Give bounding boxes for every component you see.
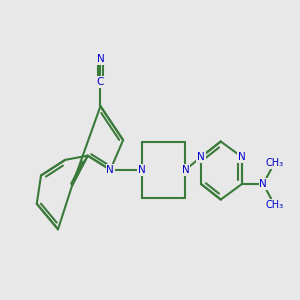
Text: N: N	[97, 54, 104, 64]
Text: N: N	[260, 179, 267, 189]
Text: N: N	[182, 165, 189, 175]
Text: N: N	[106, 165, 114, 175]
Text: CH₃: CH₃	[266, 158, 284, 168]
Text: C: C	[97, 77, 104, 87]
Text: N: N	[238, 152, 246, 162]
Text: CH₃: CH₃	[266, 200, 284, 210]
Text: N: N	[138, 165, 146, 175]
Text: N: N	[197, 152, 205, 162]
